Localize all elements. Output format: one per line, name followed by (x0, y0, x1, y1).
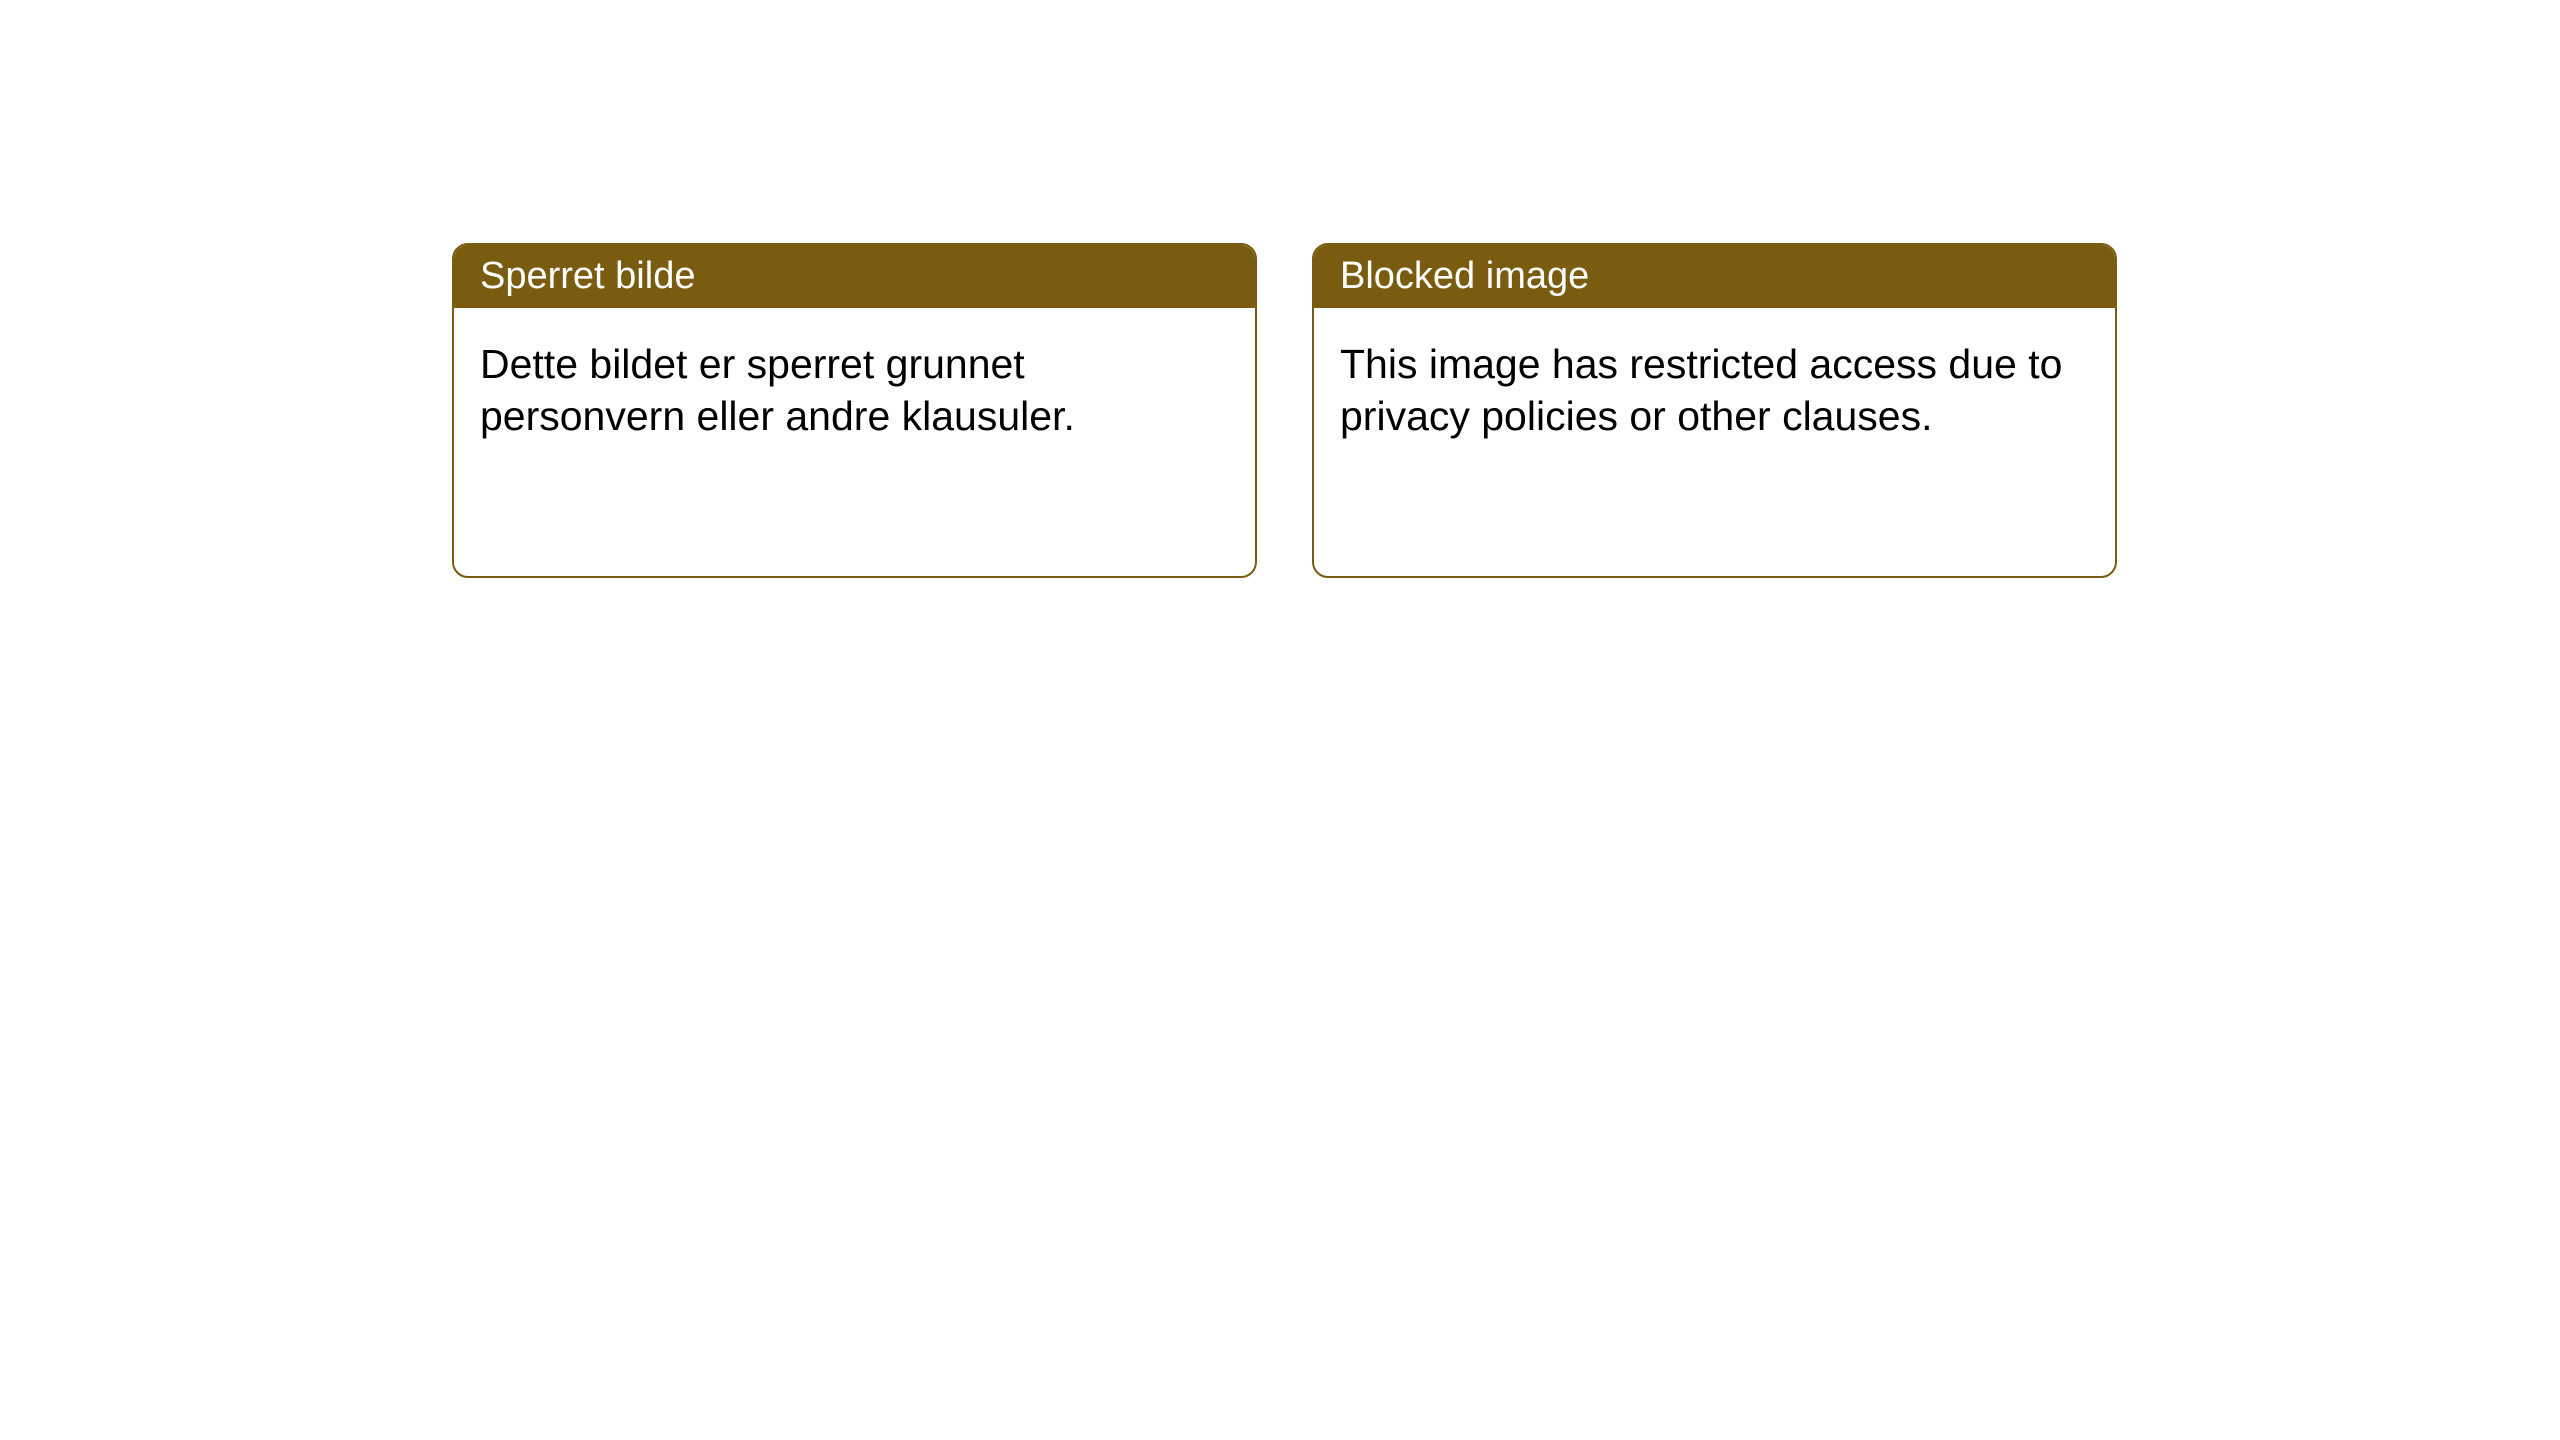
notice-header: Sperret bilde (454, 245, 1255, 308)
notice-title: Sperret bilde (480, 255, 695, 297)
notice-body: Dette bildet er sperret grunnet personve… (454, 308, 1255, 473)
notice-body: This image has restricted access due to … (1314, 308, 2115, 473)
notices-container: Sperret bilde Dette bildet er sperret gr… (452, 243, 2117, 578)
notice-body-text: Dette bildet er sperret grunnet personve… (480, 341, 1075, 439)
notice-title: Blocked image (1340, 255, 1589, 297)
notice-card-english: Blocked image This image has restricted … (1312, 243, 2117, 578)
notice-card-norwegian: Sperret bilde Dette bildet er sperret gr… (452, 243, 1257, 578)
notice-header: Blocked image (1314, 245, 2115, 308)
notice-body-text: This image has restricted access due to … (1340, 341, 2062, 439)
